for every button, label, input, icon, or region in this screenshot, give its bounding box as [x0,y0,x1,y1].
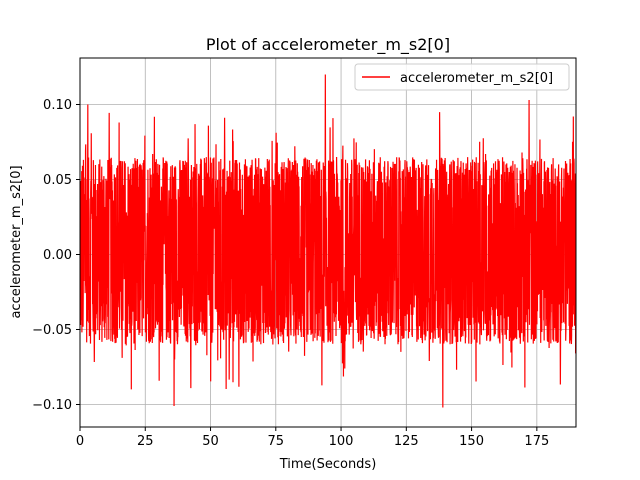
y-tick-label: −0.05 [32,323,72,338]
y-tick-label: 0.05 [43,173,72,188]
y-tick-label: −0.10 [32,398,72,413]
x-tick-label: 0 [76,434,84,449]
x-tick-label: 175 [524,434,549,449]
x-tick-label: 150 [459,434,484,449]
x-tick-label: 25 [137,434,154,449]
x-axis: 0 25 50 75 100 125 150 175 [76,427,549,449]
legend-label: accelerometer_m_s2[0] [400,71,553,86]
x-axis-label: Time(Seconds) [279,457,377,472]
y-tick-label: 0.00 [43,248,72,263]
y-tick-label: 0.10 [43,98,72,113]
x-tick-label: 50 [202,434,219,449]
y-axis-label: accelerometer_m_s2[0] [9,165,24,318]
series-line [80,74,576,408]
legend-box [354,63,570,91]
plot-frame [79,57,577,428]
chart-title: Plot of accelerometer_m_s2[0] [206,35,450,55]
y-axis: −0.10 −0.05 0.00 0.05 0.10 [32,98,80,413]
legend: accelerometer_m_s2[0] [354,63,570,91]
x-tick-label: 75 [268,434,285,449]
x-tick-label: 100 [329,434,354,449]
x-tick-label: 125 [394,434,419,449]
